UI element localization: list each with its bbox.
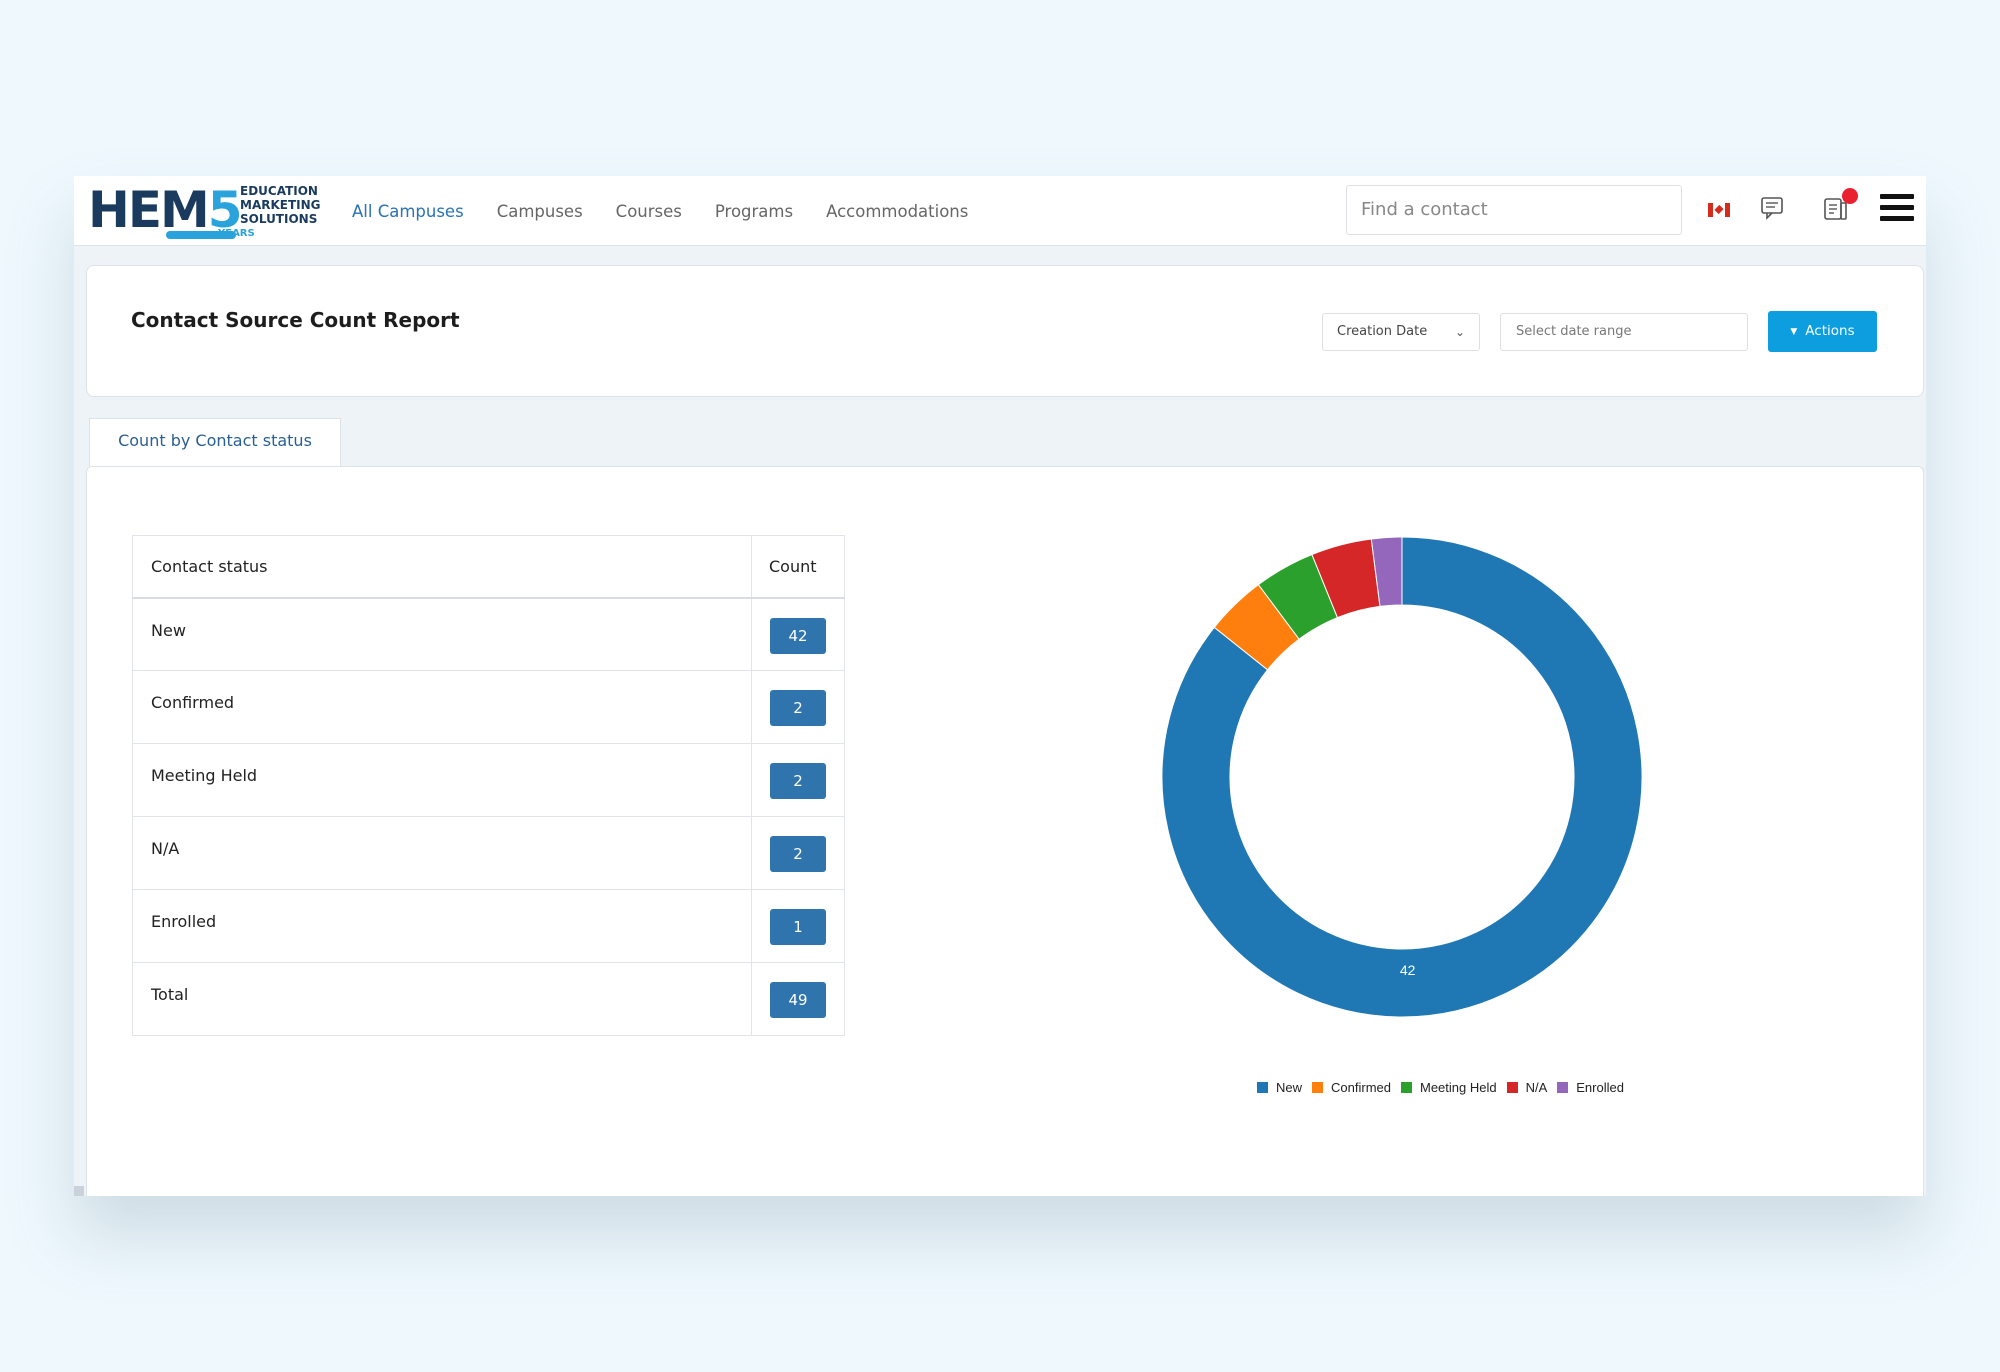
notification-badge bbox=[1842, 188, 1858, 204]
actions-button[interactable]: ▼ Actions bbox=[1768, 311, 1877, 352]
count-badge: 42 bbox=[770, 617, 826, 654]
date-range-input[interactable]: Select date range bbox=[1500, 313, 1748, 351]
find-contact-input[interactable]: Find a contact bbox=[1346, 185, 1682, 235]
count-badge: 49 bbox=[770, 982, 826, 1018]
contact-status-table: Contact status Count New 42 Confirmed 2 … bbox=[132, 535, 845, 1036]
legend-item[interactable]: N/A bbox=[1506, 1079, 1548, 1095]
column-header-status[interactable]: Contact status bbox=[132, 535, 752, 599]
top-navbar: HEM5 EDUCATION MARKETING SOLUTIONS YEARS… bbox=[74, 176, 1926, 246]
status-cell: Enrolled bbox=[132, 889, 752, 963]
count-badge: 2 bbox=[770, 836, 826, 872]
legend-swatch bbox=[1400, 1081, 1412, 1093]
date-filter-select[interactable]: Creation Date ⌄ bbox=[1322, 313, 1480, 351]
legend-label: Enrolled bbox=[1576, 1079, 1624, 1095]
legend-label: New bbox=[1276, 1079, 1303, 1095]
legend-item[interactable]: Enrolled bbox=[1557, 1080, 1624, 1095]
date-filter-value: Creation Date bbox=[1337, 324, 1428, 339]
legend-label: Meeting Held bbox=[1419, 1079, 1497, 1095]
notifications-icon[interactable] bbox=[1822, 188, 1858, 224]
logo-wordmark: HEM5 bbox=[88, 181, 243, 239]
canada-flag-icon[interactable] bbox=[1708, 203, 1730, 217]
table-row: Enrolled 1 bbox=[132, 889, 845, 963]
logo-years-label: YEARS bbox=[218, 228, 255, 239]
app-window: HEM5 EDUCATION MARKETING SOLUTIONS YEARS… bbox=[74, 176, 1926, 1196]
status-cell: Confirmed bbox=[132, 670, 752, 744]
table-total-row: Total 49 bbox=[132, 962, 845, 1036]
legend-swatch bbox=[1506, 1081, 1518, 1093]
table-header-row: Contact status Count bbox=[132, 535, 845, 599]
report-content-card: Contact status Count New 42 Confirmed 2 … bbox=[86, 466, 1924, 1196]
hamburger-menu-icon[interactable] bbox=[1880, 194, 1914, 224]
legend-swatch bbox=[1312, 1081, 1324, 1093]
nav-programs[interactable]: Programs bbox=[714, 201, 794, 221]
column-header-count[interactable]: Count bbox=[751, 535, 845, 599]
legend-item[interactable]: New bbox=[1257, 1080, 1302, 1095]
nav-courses[interactable]: Courses bbox=[615, 201, 682, 221]
count-badge: 1 bbox=[770, 909, 826, 945]
caret-down-icon: ▼ bbox=[1790, 327, 1798, 337]
donut-chart-svg: 42 bbox=[1161, 536, 1643, 1018]
legend-label: N/A bbox=[1525, 1079, 1548, 1095]
count-badge: 2 bbox=[770, 763, 826, 799]
report-header-card: Contact Source Count Report Creation Dat… bbox=[86, 265, 1924, 397]
resize-corner bbox=[74, 1186, 84, 1196]
legend-swatch bbox=[1257, 1081, 1268, 1093]
chart-legend: New Confirmed Meeting Held N/A Enrolled bbox=[1257, 1077, 1634, 1097]
status-cell: Total bbox=[132, 962, 752, 1036]
logo-years-bar bbox=[166, 231, 236, 239]
table-row: Meeting Held 2 bbox=[132, 743, 845, 817]
legend-item[interactable]: Meeting Held bbox=[1400, 1079, 1497, 1095]
donut-chart: 42 bbox=[1137, 536, 1697, 1117]
legend-swatch bbox=[1557, 1081, 1569, 1093]
status-cell: Meeting Held bbox=[132, 743, 752, 817]
data-label: 42 bbox=[1400, 962, 1416, 978]
status-cell: New bbox=[132, 597, 752, 671]
count-badge: 2 bbox=[770, 690, 826, 726]
nav-accommodations[interactable]: Accommodations bbox=[826, 201, 969, 221]
chevron-down-icon: ⌄ bbox=[1454, 325, 1465, 339]
status-cell: N/A bbox=[132, 816, 752, 890]
tab-count-by-contact-status[interactable]: Count by Contact status bbox=[89, 418, 341, 466]
actions-label: Actions bbox=[1805, 323, 1855, 339]
table-row: New 42 bbox=[132, 597, 845, 671]
table-row: Confirmed 2 bbox=[132, 670, 845, 744]
legend-label: Confirmed bbox=[1331, 1079, 1391, 1095]
table-row: N/A 2 bbox=[132, 816, 845, 890]
hem5-logo[interactable]: HEM5 EDUCATION MARKETING SOLUTIONS YEARS bbox=[88, 180, 324, 242]
nav-all-campuses[interactable]: All Campuses bbox=[352, 201, 464, 221]
main-nav: All Campuses Campuses Courses Programs A… bbox=[352, 176, 1001, 246]
page-title: Contact Source Count Report bbox=[131, 308, 460, 332]
nav-campuses[interactable]: Campuses bbox=[496, 201, 583, 221]
legend-item[interactable]: Confirmed bbox=[1312, 1080, 1391, 1095]
donut-slice-new[interactable] bbox=[1161, 536, 1643, 1018]
chat-icon[interactable] bbox=[1758, 194, 1788, 224]
logo-tagline: EDUCATION MARKETING SOLUTIONS bbox=[240, 184, 321, 226]
donut-slice-enrolled[interactable] bbox=[1370, 536, 1403, 607]
